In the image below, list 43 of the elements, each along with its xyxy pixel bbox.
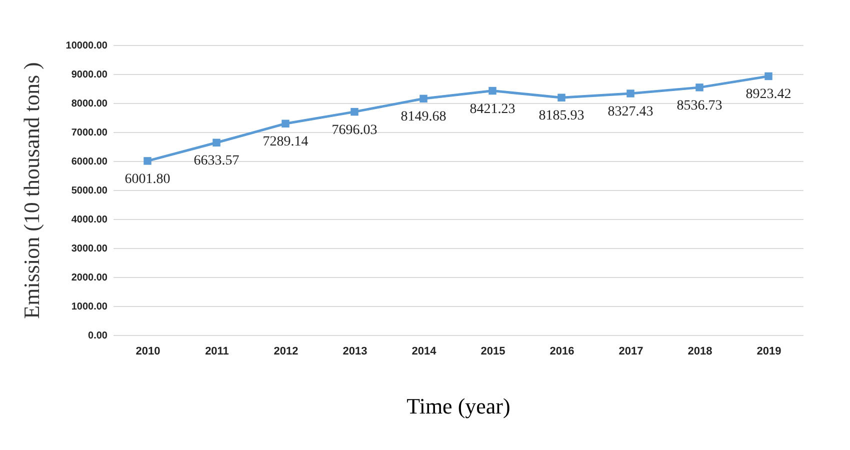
y-tick-label: 4000.00 [71,214,108,226]
y-tick-label: 1000.00 [71,302,108,312]
x-tick-label: 2017 [618,346,644,358]
y-tick-label: 5000.00 [71,186,108,196]
point [696,84,704,92]
x-tick-label: 2016 [550,346,574,358]
point [144,157,152,165]
data-label: 7289.14 [262,134,308,150]
y-tick-label: 9000.00 [71,70,108,80]
point [212,138,220,146]
point [350,108,358,116]
point [282,120,290,128]
x-tick-label: 2019 [756,346,782,358]
data-label: 6001.80 [124,172,170,187]
data-label: 8149.68 [400,110,446,125]
y-tick-label: 6000.00 [71,156,108,168]
x-axis-title: Time (year) [406,394,510,418]
data-label: 8536.73 [676,98,722,114]
x-tick-label: 2014 [412,346,438,358]
y-tick-label: 7000.00 [71,128,108,138]
data-label: 8923.42 [746,87,792,102]
point [764,72,772,80]
data-label: 8327.43 [608,104,654,120]
point [420,94,428,103]
data-label: 8185.93 [538,108,584,124]
y-axis-title: Emission (10 thousand tons ) [18,62,44,319]
y-tick-label: 10000.00 [66,40,108,52]
data-label: 6633.57 [194,154,240,169]
y-tick-label: 3000.00 [71,244,108,254]
x-tick-label: 2012 [274,346,298,358]
data-label: 7696.03 [332,122,378,138]
y-tick-label: 8000.00 [71,98,108,110]
point [626,90,634,98]
point [558,94,566,102]
x-tick-label: 2013 [342,346,368,358]
y-tick-label: 0.00 [88,330,108,342]
x-tick-label: 2015 [480,346,506,358]
data-label: 8421.23 [470,102,516,117]
x-tick-label: 2010 [136,346,160,358]
x-tick-label: 2018 [688,346,712,358]
y-tick-label: 2000.00 [71,272,108,284]
x-tick-label: 2011 [205,346,229,358]
point [488,86,496,95]
